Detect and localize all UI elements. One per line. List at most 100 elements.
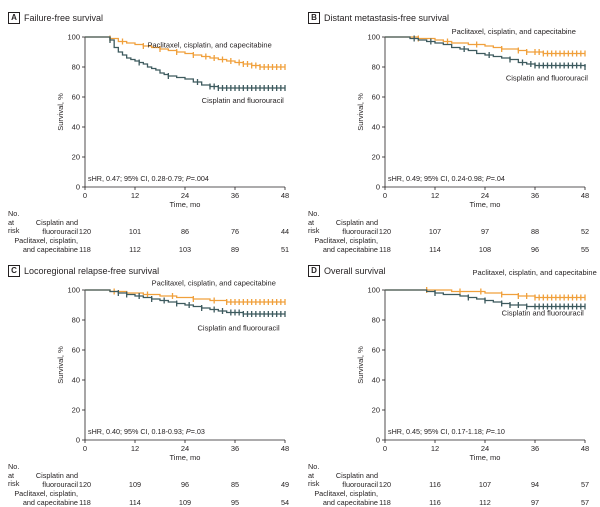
y-tick-label: 0 <box>76 183 80 192</box>
cf-risk-count: 96 <box>170 481 200 490</box>
cf-risk-count: 120 <box>370 481 400 490</box>
stat-annotation: sHR, 0.40; 95% CI, 0.18-0.93; P=.03 <box>88 427 205 436</box>
cf-risk-count: 109 <box>120 481 150 490</box>
risk-label-line: fluorouracil <box>6 228 78 237</box>
x-tick-label: 0 <box>383 444 387 453</box>
risk-label-line: fluorouracil <box>306 481 378 490</box>
y-tick-label: 80 <box>372 63 380 72</box>
x-tick-label: 24 <box>481 444 489 453</box>
cf-risk-count: 88 <box>520 228 550 237</box>
cf-series-label: Cisplatin and fluorouracil <box>502 309 584 318</box>
y-tick-label: 80 <box>372 316 380 325</box>
risk-label-line: fluorouracil <box>6 481 78 490</box>
cf-survival-curve <box>385 37 585 67</box>
y-axis-label: Survival, % <box>56 346 65 384</box>
x-tick-label: 48 <box>281 444 289 453</box>
x-tick-label: 12 <box>131 444 139 453</box>
y-tick-label: 40 <box>72 123 80 132</box>
pcc-survival-curve <box>385 290 585 298</box>
x-axis-label: Time, mo <box>470 200 501 209</box>
cf-risk-count: 107 <box>420 228 450 237</box>
cf-risk-count: 52 <box>570 228 600 237</box>
pcc-risk-label: Paclitaxel, cisplatin,and capecitabine <box>306 237 378 254</box>
x-tick-label: 48 <box>581 444 589 453</box>
y-tick-label: 20 <box>372 406 380 415</box>
cf-series-label: Cisplatin and fluorouracil <box>198 324 280 333</box>
x-tick-label: 36 <box>531 191 539 200</box>
cf-risk-count: 120 <box>70 228 100 237</box>
p-value: =.04 <box>491 174 505 183</box>
y-tick-label: 40 <box>372 123 380 132</box>
pcc-series-label: Paclitaxel, cisplatin, and capecitabine <box>452 27 576 36</box>
y-tick-label: 100 <box>367 33 380 42</box>
pcc-series-label: Paclitaxel, cisplatin, and capecitabine <box>148 41 272 50</box>
cf-risk-count: 85 <box>220 481 250 490</box>
stat-text: sHR, 0.45; 95% CI, 0.17-1.18; <box>388 427 486 436</box>
x-tick-label: 0 <box>383 191 387 200</box>
pcc-series-label: Paclitaxel, cisplatin, and capecitabine <box>152 279 276 288</box>
x-tick-label: 24 <box>181 444 189 453</box>
cf-risk-count: 86 <box>170 228 200 237</box>
cf-risk-count: 107 <box>470 481 500 490</box>
y-axis-label: Survival, % <box>356 346 365 384</box>
pcc-survival-curve <box>385 37 585 54</box>
stat-annotation: sHR, 0.45; 95% CI, 0.17-1.18; P=.10 <box>388 427 505 436</box>
x-axis-label: Time, mo <box>170 200 201 209</box>
p-value: =.004 <box>191 174 209 183</box>
y-tick-label: 60 <box>72 346 80 355</box>
y-axis-label: Survival, % <box>56 93 65 131</box>
x-tick-label: 0 <box>83 444 87 453</box>
cf-risk-count: 120 <box>70 481 100 490</box>
y-tick-label: 80 <box>72 316 80 325</box>
p-value: =.10 <box>491 427 505 436</box>
pcc-risk-label: Paclitaxel, cisplatin,and capecitabine <box>6 237 78 254</box>
pcc-risk-label: Paclitaxel, cisplatin,and capecitabine <box>6 490 78 507</box>
cf-risk-count: 97 <box>470 228 500 237</box>
cf-risk-count: 76 <box>220 228 250 237</box>
x-tick-label: 12 <box>431 191 439 200</box>
cf-risk-count: 94 <box>520 481 550 490</box>
pcc-series-label: Paclitaxel, cisplatin, and capecitabine <box>473 268 597 277</box>
y-tick-label: 20 <box>372 153 380 162</box>
y-tick-label: 0 <box>376 436 380 445</box>
x-axis-label: Time, mo <box>170 453 201 462</box>
x-tick-label: 36 <box>531 444 539 453</box>
y-tick-label: 0 <box>376 183 380 192</box>
y-tick-label: 80 <box>72 63 80 72</box>
y-tick-label: 40 <box>72 376 80 385</box>
x-tick-label: 24 <box>181 191 189 200</box>
cf-risk-count: 57 <box>570 481 600 490</box>
risk-label-line: fluorouracil <box>306 228 378 237</box>
cf-risk-count: 49 <box>270 481 300 490</box>
stat-annotation: sHR, 0.49; 95% CI, 0.24-0.98; P=.04 <box>388 174 505 183</box>
cf-risk-count: 44 <box>270 228 300 237</box>
x-tick-label: 12 <box>431 444 439 453</box>
x-tick-label: 12 <box>131 191 139 200</box>
y-tick-label: 60 <box>372 346 380 355</box>
stat-text: sHR, 0.40; 95% CI, 0.18-0.93; <box>88 427 186 436</box>
x-tick-label: 48 <box>281 191 289 200</box>
y-tick-label: 20 <box>72 153 80 162</box>
y-tick-label: 60 <box>372 93 380 102</box>
y-axis-label: Survival, % <box>356 93 365 131</box>
cf-risk-count: 120 <box>370 228 400 237</box>
cf-risk-count: 116 <box>420 481 450 490</box>
x-axis-label: Time, mo <box>470 453 501 462</box>
stat-text: sHR, 0.47; 95% CI, 0.28-0.79; <box>88 174 186 183</box>
x-tick-label: 0 <box>83 191 87 200</box>
y-tick-label: 100 <box>367 286 380 295</box>
x-tick-label: 24 <box>481 191 489 200</box>
cf-series-label: Cisplatin and fluorouracil <box>506 74 588 83</box>
y-tick-label: 0 <box>76 436 80 445</box>
